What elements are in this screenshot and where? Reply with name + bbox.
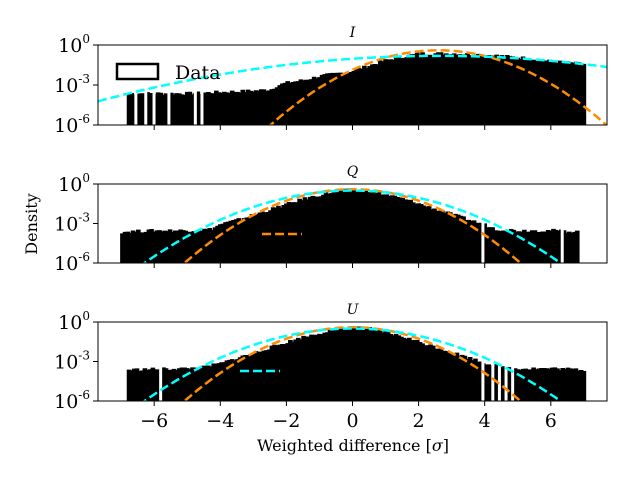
histogram-gap — [511, 353, 515, 401]
legend-label: Fitted Gaussian — [298, 360, 450, 382]
histogram-gap — [193, 77, 197, 125]
panel-u: 100 10-3 10-6 −6 −4 −2 0 2 4 6 U Fitted Gaussian — [54, 302, 608, 432]
x-axis-label: Weighted difference [σ] — [257, 436, 449, 455]
histogram-gap — [159, 353, 163, 401]
histogram-gap — [144, 77, 148, 125]
y-tick-label: 10-3 — [54, 349, 90, 374]
legend-handle-data — [115, 62, 160, 81]
histogram-gap — [481, 215, 485, 263]
plot-area — [120, 188, 580, 263]
plot-area — [98, 49, 607, 125]
white-noise-curve — [268, 49, 607, 125]
histogram-gap — [134, 77, 138, 125]
histogram-gap — [481, 353, 485, 401]
y-tick-label: 10-6 — [54, 250, 90, 275]
x-tick-label: −2 — [272, 410, 300, 432]
panel-title: U — [347, 302, 360, 318]
legend-label: Data — [175, 62, 221, 84]
histogram-gap — [504, 353, 508, 401]
fitted-gaussian-curve — [142, 189, 563, 263]
y-tick-label: 100 — [58, 32, 90, 57]
y-tick-label: 10-6 — [54, 388, 90, 413]
x-tick-label: 0 — [346, 410, 358, 432]
legend-label: White noise — [320, 223, 434, 245]
histogram-gap — [167, 77, 171, 125]
histogram-gap — [200, 77, 204, 125]
y-tick-label: 10-3 — [54, 72, 90, 97]
y-tick-label: 10-6 — [54, 112, 90, 137]
y-tick-label: 100 — [58, 171, 90, 196]
fitted-gaussian-curve — [142, 327, 563, 401]
panel-i: 100 10-3 10-6 I Data — [54, 25, 608, 137]
plot-area — [126, 326, 587, 401]
x-tick-label: −4 — [206, 410, 234, 432]
white-noise-curve — [182, 326, 523, 401]
x-tick-label: 4 — [479, 410, 491, 432]
panel-title: I — [349, 25, 356, 41]
x-tick-label: 2 — [413, 410, 425, 432]
panel-title: Q — [347, 164, 359, 180]
x-tick-label: 6 — [545, 410, 557, 432]
panel-q: 100 10-3 10-6 Q White noise — [54, 164, 608, 275]
white-noise-curve — [182, 188, 523, 263]
legend: Data — [115, 62, 221, 84]
legend: Fitted Gaussian — [240, 360, 450, 382]
y-tick-label: 100 — [58, 309, 90, 334]
histogram-gap — [152, 77, 156, 125]
histogram-gap — [560, 215, 564, 263]
x-tick-label: −6 — [140, 410, 168, 432]
y-tick-label: 10-3 — [54, 211, 90, 236]
legend: White noise — [262, 223, 434, 245]
histogram-gap — [497, 353, 501, 401]
y-axis-label: Density — [22, 193, 41, 254]
